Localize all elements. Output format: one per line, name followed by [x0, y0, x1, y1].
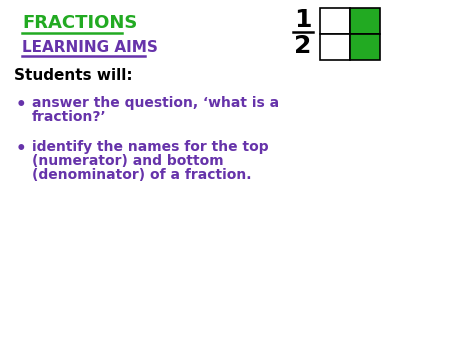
Bar — [350, 8, 380, 34]
Text: answer the question, ‘what is a: answer the question, ‘what is a — [32, 96, 279, 110]
Text: (numerator) and bottom: (numerator) and bottom — [32, 154, 224, 168]
Text: (denominator) of a fraction.: (denominator) of a fraction. — [32, 168, 252, 182]
Text: Students will:: Students will: — [14, 68, 133, 83]
Text: •: • — [16, 140, 27, 158]
Text: •: • — [16, 96, 27, 114]
Text: fraction?’: fraction?’ — [32, 110, 107, 124]
Text: LEARNING AIMS: LEARNING AIMS — [22, 40, 158, 55]
Bar — [320, 8, 350, 34]
Text: identify the names for the top: identify the names for the top — [32, 140, 269, 154]
Bar — [350, 34, 380, 60]
Text: 1: 1 — [294, 8, 312, 32]
Text: FRACTIONS: FRACTIONS — [22, 14, 137, 32]
Bar — [320, 34, 350, 60]
Text: 2: 2 — [294, 34, 312, 58]
